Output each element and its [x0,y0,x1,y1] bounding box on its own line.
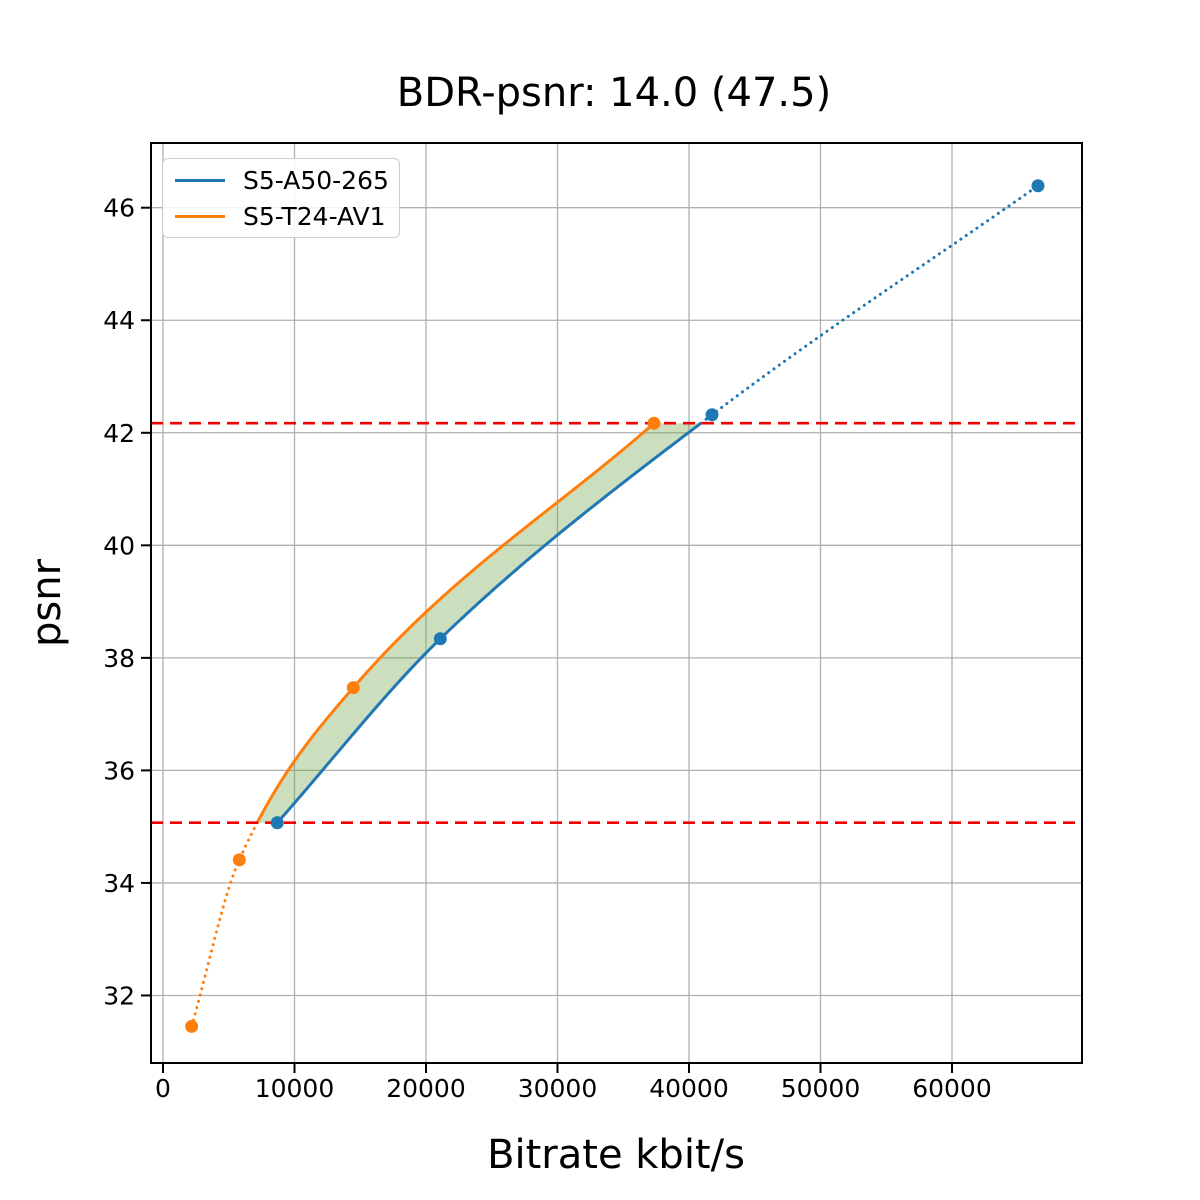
legend: S5-A50-265 S5-T24-AV1 [162,158,400,238]
data-point [705,408,719,422]
y-tick-label: 46 [103,194,135,223]
y-axis-label: psnr [24,558,70,648]
legend-line-swatch [175,178,225,182]
data-point [1031,179,1045,193]
data-point [433,632,447,646]
legend-item-S5-A50-265: S5-A50-265 [163,162,399,198]
data-point [647,416,661,430]
blue-curve-solid [276,422,702,824]
axes-spines [150,142,1083,1064]
data-points [185,179,1045,1033]
curves [190,184,1040,1028]
x-tick-label: 40000 [649,1074,729,1103]
x-tick-label: 30000 [518,1074,598,1103]
legend-line-swatch [175,214,225,218]
y-tick-label: 34 [103,869,135,898]
y-tick-label: 32 [103,981,135,1010]
legend-label: S5-T24-AV1 [243,201,386,231]
data-point [232,853,246,867]
x-axis-label: Bitrate kbit/s [487,1132,745,1178]
y-tick-label: 36 [103,756,135,785]
bd-area-fill [257,423,701,823]
ticks: 0 10000 20000 30000 40000 50000 60000 32 34 36 38 4… [103,194,992,1103]
orange-curve-solid [255,422,656,824]
legend-label: S5-A50-265 [243,165,389,195]
y-tick-label: 44 [103,306,135,335]
x-tick-label: 60000 [912,1074,992,1103]
legend-item-S5-T24-AV1: S5-T24-AV1 [163,198,399,234]
y-tick-label: 42 [103,419,135,448]
data-point [185,1019,199,1033]
x-tick-label: 20000 [386,1074,466,1103]
x-tick-label: 10000 [255,1074,335,1103]
y-tick-label: 40 [103,531,135,560]
data-point [346,681,360,695]
grid [151,143,1082,1063]
x-tick-label: 0 [155,1074,171,1103]
blue-curve-dotted [699,184,1040,425]
x-tick-label: 50000 [781,1074,861,1103]
y-tick-label: 38 [103,644,135,673]
chart-title: BDR-psnr: 14.0 (47.5) [396,70,832,116]
data-point [270,816,284,830]
